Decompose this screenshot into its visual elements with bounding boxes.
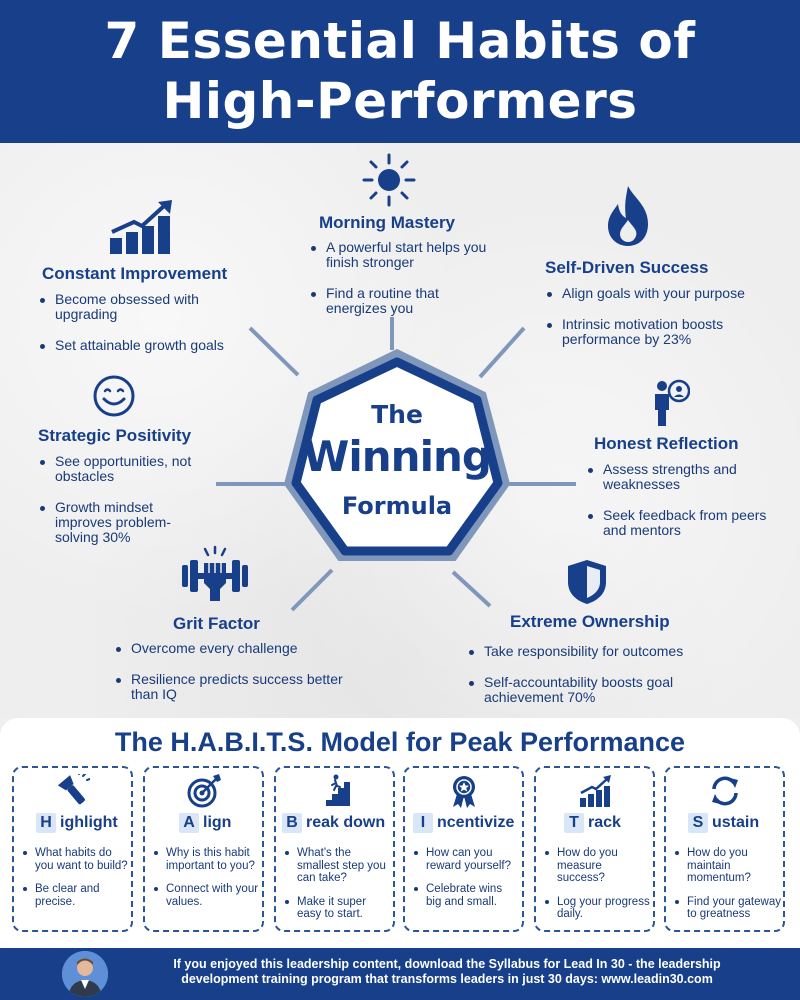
habit-bullets-positivity: See opportunities, not obstacles Growth …: [37, 454, 197, 561]
list-item: See opportunities, not obstacles: [37, 454, 197, 484]
list-item: Connect with your values.: [151, 883, 260, 908]
list-item: Align goals with your purpose: [544, 286, 764, 301]
person-mirror-icon: [655, 379, 690, 426]
habit-bullets-reflection: Assess strengths and weaknesses Seek fee…: [585, 462, 785, 554]
heptagon-inner: [291, 357, 503, 556]
refresh-icon: [711, 776, 738, 806]
card-heading: ncentivize: [437, 814, 515, 831]
card-letter: T: [564, 813, 584, 833]
card-letter: A: [179, 813, 199, 833]
habit-title-ownership: Extreme Ownership: [510, 612, 670, 631]
model-card-track: T rack How do you measure success? Log y…: [534, 766, 655, 932]
list-item: Growth mindset improves problem-solving …: [37, 500, 197, 545]
model-card-sustain: S ustain How do you maintain momentum? F…: [664, 766, 785, 932]
card-heading: ustain: [712, 814, 760, 831]
footer-promo-text[interactable]: If you enjoyed this leadership content, …: [114, 957, 780, 987]
card-heading: lign: [203, 814, 232, 831]
card-heading: rack: [588, 814, 621, 831]
habit-bullets-grit: Overcome every challenge Resilience pred…: [113, 641, 348, 718]
habit-title-positivity: Strategic Positivity: [38, 426, 192, 445]
card-heading: ighlight: [60, 814, 118, 831]
target-icon: [187, 774, 221, 808]
card-bullets: How do you maintain momentum? Find your …: [672, 847, 781, 932]
model-card-breakdown: B reak down What's the smallest step you…: [274, 766, 395, 932]
model-title: The H.A.B.I.T.S. Model for Peak Performa…: [114, 727, 686, 757]
list-item: Overcome every challenge: [113, 641, 348, 656]
card-bullets: How do you measure success? Log your pro…: [542, 847, 651, 932]
connector-line: [478, 326, 526, 379]
page-title-line2: High-Performers: [162, 72, 638, 130]
card-letter: S: [688, 813, 708, 833]
list-item: A powerful start helps you finish strong…: [308, 240, 498, 270]
page-header: 7 Essential Habits of High-Performers: [0, 0, 800, 143]
avatar: [62, 951, 108, 997]
card-letter: I: [413, 813, 433, 833]
flashlight-icon: [57, 774, 90, 805]
connector-line: [248, 326, 300, 377]
habit-bullets-morning: A powerful start helps you finish strong…: [308, 240, 498, 332]
list-item: Find a routine that energizes you: [308, 286, 498, 316]
footer-line1: If you enjoyed this leadership content, …: [173, 957, 721, 971]
list-item: Log your progress daily.: [542, 896, 651, 921]
habit-bullets-improvement: Become obsessed with upgrading Set attai…: [37, 292, 252, 369]
list-item: Become obsessed with upgrading: [37, 292, 252, 322]
footer-banner: If you enjoyed this leadership content, …: [0, 948, 800, 1000]
center-winning: Winning: [303, 432, 492, 481]
list-item: How can you reward yourself?: [411, 847, 520, 872]
list-item: Why is this habit important to you?: [151, 847, 260, 872]
sun-icon: [362, 153, 416, 207]
model-card-align: A lign Why is this habit important to yo…: [143, 766, 264, 932]
connector-lines: [216, 317, 576, 612]
list-item: How do you maintain momentum?: [672, 847, 781, 885]
habit-title-improvement: Constant Improvement: [42, 264, 228, 283]
center-the: The: [371, 400, 423, 429]
dumbbell-fist-icon: [182, 545, 248, 601]
list-item: Celebrate wins big and small.: [411, 883, 520, 908]
card-bullets: Why is this habit important to you? Conn…: [151, 847, 260, 919]
card-letter: B: [282, 813, 302, 833]
award-ribbon-icon: [452, 776, 475, 808]
list-item: Be clear and precise.: [20, 883, 129, 908]
page-title-line1: 7 Essential Habits of: [104, 12, 696, 70]
card-bullets: What's the smallest step you can take? M…: [282, 847, 391, 932]
list-item: Assess strengths and weaknesses: [585, 462, 785, 492]
list-item: Seek feedback from peers and mentors: [585, 508, 785, 538]
center-diagram: [216, 317, 576, 612]
list-item: Make it super easy to start.: [282, 896, 391, 921]
card-bullets: How can you reward yourself? Celebrate w…: [411, 847, 520, 919]
growth-chart-icon: [110, 200, 172, 254]
center-formula: Formula: [341, 492, 453, 520]
list-item: Self-accountability boosts goal achievem…: [466, 675, 751, 705]
model-card-highlight: H ighlight What habits do you want to bu…: [12, 766, 133, 932]
list-item: Intrinsic motivation boosts performance …: [544, 317, 764, 347]
card-letter: H: [36, 813, 56, 833]
stairs-icon: [319, 774, 350, 806]
card-heading: reak down: [306, 814, 386, 831]
habit-title-selfdriven: Self-Driven Success: [545, 258, 709, 277]
model-card-incentivize: I ncentivize How can you reward yourself…: [403, 766, 524, 932]
connector-line: [451, 570, 492, 608]
list-item: Take responsibility for outcomes: [466, 644, 751, 659]
habit-bullets-ownership: Take responsibility for outcomes Self-ac…: [466, 644, 751, 721]
footer-line2: development training program that transf…: [181, 972, 713, 986]
habit-title-morning: Morning Mastery: [319, 213, 456, 232]
list-item: What habits do you want to build?: [20, 847, 129, 872]
smiley-icon: [93, 375, 135, 417]
habit-title-reflection: Honest Reflection: [594, 434, 739, 453]
flame-icon: [608, 186, 648, 246]
list-item: Set attainable growth goals: [37, 338, 252, 353]
connector-line: [290, 568, 334, 612]
shield-icon: [568, 560, 606, 604]
habit-bullets-selfdriven: Align goals with your purpose Intrinsic …: [544, 286, 764, 363]
list-item: Resilience predicts success better than …: [113, 672, 348, 702]
list-item: Find your gateway to greatness: [672, 896, 781, 921]
list-item: What's the smallest step you can take?: [282, 847, 391, 885]
chart-up-icon: [579, 775, 611, 807]
list-item: How do you measure success?: [542, 847, 651, 885]
habit-title-grit: Grit Factor: [173, 614, 260, 633]
card-bullets: What habits do you want to build? Be cle…: [20, 847, 129, 919]
